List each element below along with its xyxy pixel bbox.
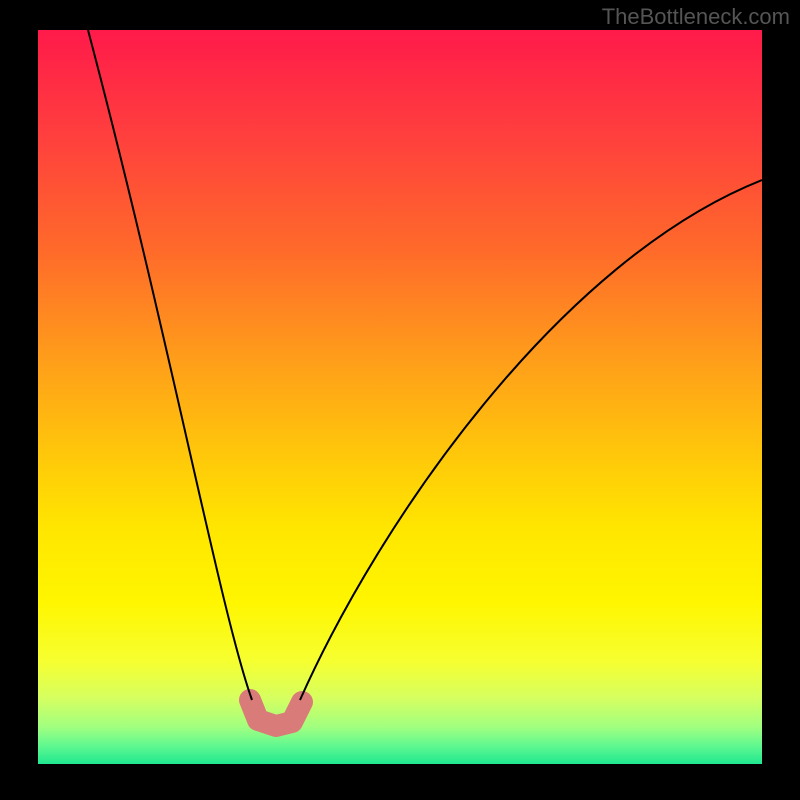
stage: TheBottleneck.com: [0, 0, 800, 800]
plot-area: [38, 30, 762, 764]
chart-svg: [0, 0, 800, 800]
